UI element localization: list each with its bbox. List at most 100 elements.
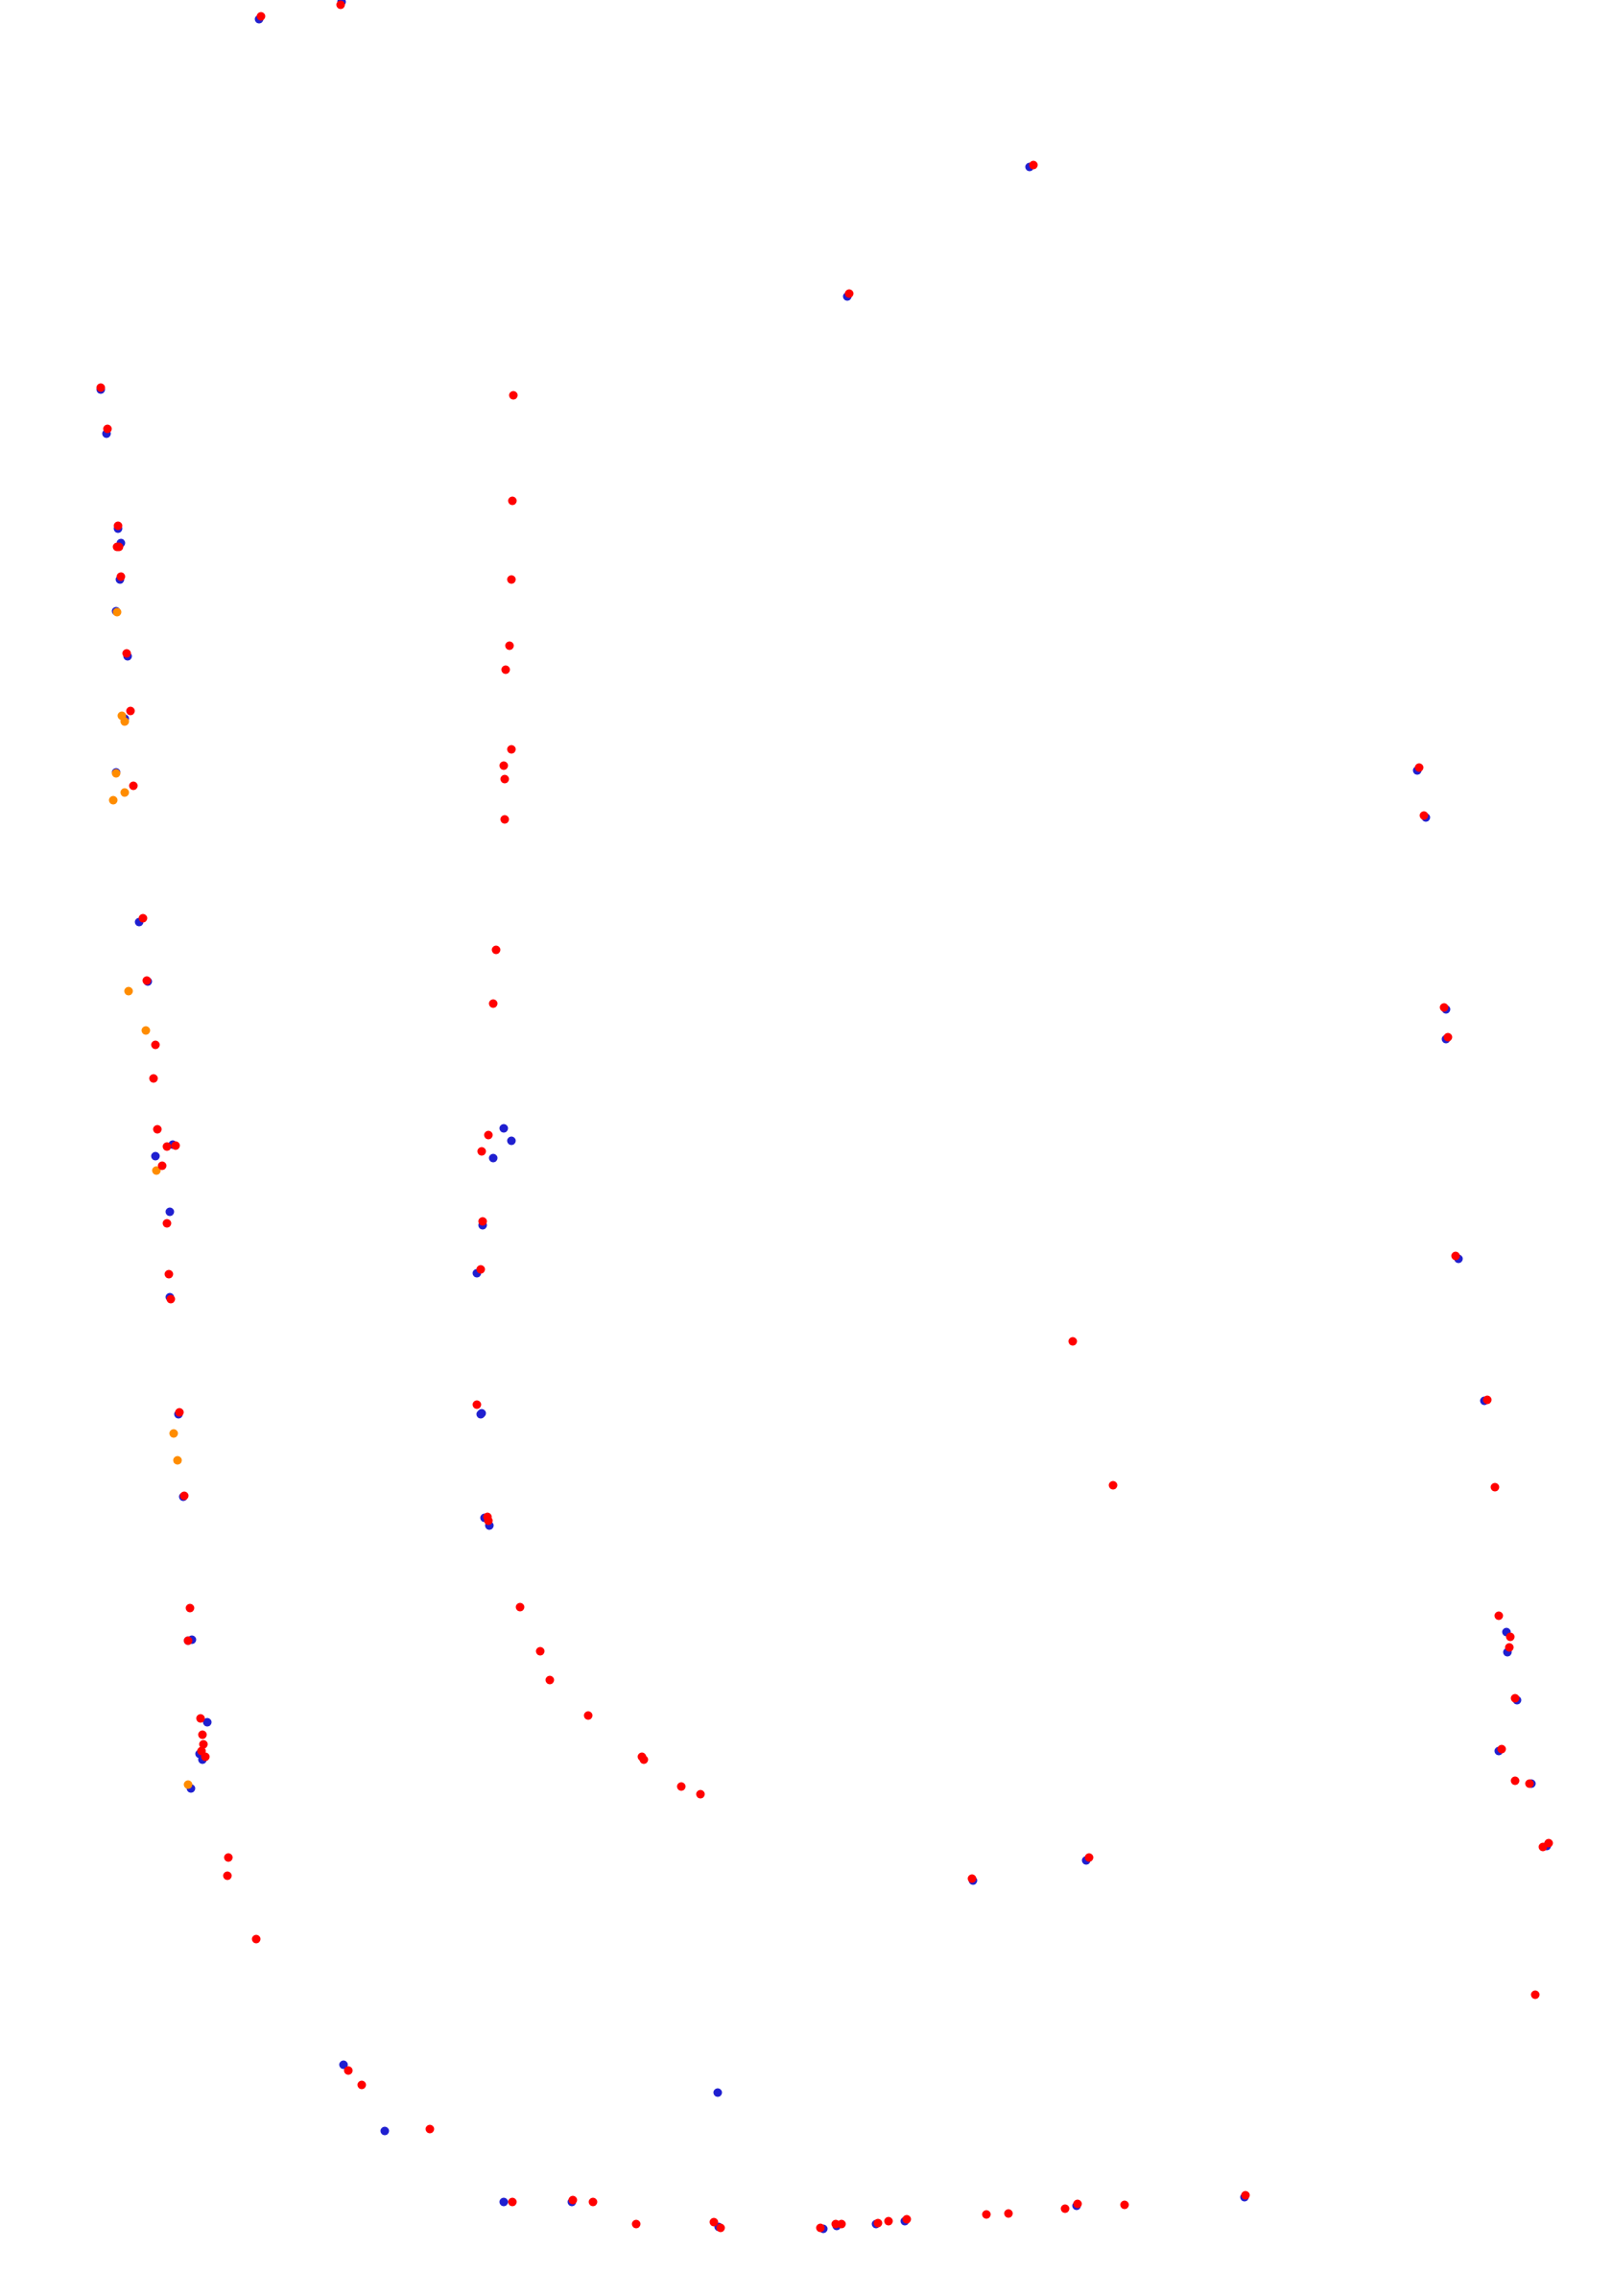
scatter-point-red-21: [162, 1219, 172, 1228]
scatter-point-red-36: [344, 2066, 353, 2075]
scatter-point-red-49: [488, 999, 498, 1008]
scatter-point-red-41: [507, 575, 516, 584]
scatter-point-red-101: [588, 2197, 598, 2207]
scatter-point-blue-23: [202, 1717, 212, 1727]
scatter-point-red-74: [1482, 1395, 1492, 1405]
scatter-point-red-18: [162, 1142, 172, 1151]
scatter-point-red-8: [116, 572, 126, 581]
scatter-point-red-72: [1443, 1032, 1453, 1042]
scatter-point-red-48: [491, 945, 501, 955]
scatter-point-red-42: [505, 641, 514, 651]
scatter-point-red-2: [1029, 160, 1038, 170]
scatter-point-red-47: [500, 815, 510, 824]
scatter-point-blue-45: [499, 2197, 509, 2207]
scatter-point-red-59: [545, 1675, 555, 1685]
scatter-point-orange-0: [112, 607, 122, 617]
scatter-point-red-43: [501, 665, 510, 675]
scatter-point-red-98: [716, 2223, 725, 2233]
scatter-point-red-85: [1530, 1990, 1540, 2000]
scatter-point-red-88: [1073, 2199, 1082, 2209]
scatter-point-blue-61: [499, 1124, 509, 1133]
scatter-point-red-33: [224, 1853, 233, 1862]
scatter-point-red-29: [198, 1730, 207, 1740]
scatter-point-red-35: [251, 1934, 261, 1944]
scatter-point-red-75: [1490, 1482, 1500, 1492]
scatter-point-red-90: [1004, 2209, 1013, 2218]
scatter-point-red-89: [1060, 2204, 1070, 2213]
scatter-point-red-22: [164, 1269, 174, 1279]
scatter-point-red-12: [129, 781, 138, 791]
scatter-point-red-79: [1510, 1693, 1520, 1703]
scatter-point-red-11: [126, 706, 135, 716]
scatter-point-red-103: [508, 2197, 517, 2207]
scatter-point-red-26: [183, 1636, 193, 1645]
scatter-point-red-94: [873, 2218, 883, 2228]
scatter-point-red-16: [149, 1074, 158, 1083]
scatter-point-red-100: [631, 2219, 641, 2229]
scatter-point-red-45: [499, 761, 509, 770]
scatter-point-red-67: [1084, 1853, 1094, 1862]
scatter-point-red-102: [568, 2195, 578, 2205]
scatter-point-red-69: [1414, 763, 1424, 772]
scatter-point-orange-2: [120, 717, 130, 726]
scatter-point-red-64: [696, 1789, 705, 1799]
scatter-point-red-28: [196, 1714, 205, 1723]
scatter-point-red-24: [175, 1408, 184, 1417]
scatter-point-red-86: [1241, 2190, 1250, 2200]
scatter-point-red-44: [507, 745, 516, 754]
scatter-point-red-27: [185, 1603, 195, 1613]
scatter-point-red-30: [199, 1740, 208, 1749]
scatter-point-orange-4: [108, 795, 118, 805]
scatter-point-red-52: [478, 1217, 487, 1226]
scatter-point-red-38: [425, 2124, 435, 2134]
scatter-point-red-23: [166, 1294, 176, 1304]
scatter-point-red-56: [484, 1516, 493, 1526]
scatter-point-red-50: [484, 1130, 493, 1140]
scatter-point-red-57: [515, 1602, 525, 1612]
scatter-point-red-17: [153, 1124, 162, 1134]
scatter-point-red-58: [535, 1646, 545, 1656]
scatter-point-red-73: [1451, 1251, 1460, 1261]
scatter-point-red-40: [508, 496, 517, 506]
scatter-point-orange-10: [183, 1780, 193, 1789]
scatter-point-orange-6: [141, 1026, 151, 1035]
scatter-point-red-5: [103, 424, 112, 434]
scatter-point-red-70: [1419, 811, 1429, 820]
scatter-point-red-71: [1439, 1003, 1449, 1012]
scatter-point-orange-8: [169, 1429, 178, 1438]
scatter-point-red-54: [472, 1400, 482, 1409]
scatter-point-blue-27: [339, 2060, 348, 2070]
scatter-point-orange-3: [111, 769, 121, 778]
scatter-point-blue-60: [488, 1153, 498, 1163]
scatter-point-blue-16: [151, 1151, 160, 1161]
scatter-point-red-32: [201, 1752, 210, 1762]
scatter-point-red-87: [1120, 2200, 1129, 2210]
scatter-point-orange-11: [124, 986, 133, 996]
scatter-point-red-1: [336, 0, 345, 10]
scatter-point-red-46: [500, 774, 510, 784]
scatter-point-red-9: [112, 542, 122, 552]
scatter-point-blue-54: [477, 1408, 486, 1418]
scatter-point-orange-9: [173, 1456, 182, 1465]
scatter-point-red-81: [1510, 1776, 1520, 1786]
scatter-point-red-34: [223, 1871, 232, 1881]
scatter-point-red-84: [1544, 1838, 1553, 1848]
scatter-point-red-91: [982, 2210, 991, 2219]
scatter-point-red-4: [96, 383, 106, 392]
scatter-point-red-19: [157, 1161, 167, 1171]
scatter-point-orange-5: [120, 788, 130, 797]
scatter-point-red-93: [884, 2216, 893, 2226]
scatter-point-blue-55: [507, 1136, 516, 1146]
scatter-point-red-76: [1494, 1611, 1504, 1621]
scatter-point-red-6: [113, 521, 123, 531]
scatter-point-red-63: [676, 1782, 686, 1791]
scatter-point-red-51: [477, 1147, 486, 1156]
scatter-point-red-82: [1525, 1779, 1534, 1788]
scatter-point-red-10: [122, 649, 131, 658]
scatter-point-red-97: [816, 2223, 825, 2233]
scatter-points: [96, 0, 1553, 2234]
scatter-point-red-0: [256, 12, 266, 21]
scatter-point-blue-28: [380, 2126, 390, 2136]
scatter-point-red-60: [583, 1711, 593, 1720]
